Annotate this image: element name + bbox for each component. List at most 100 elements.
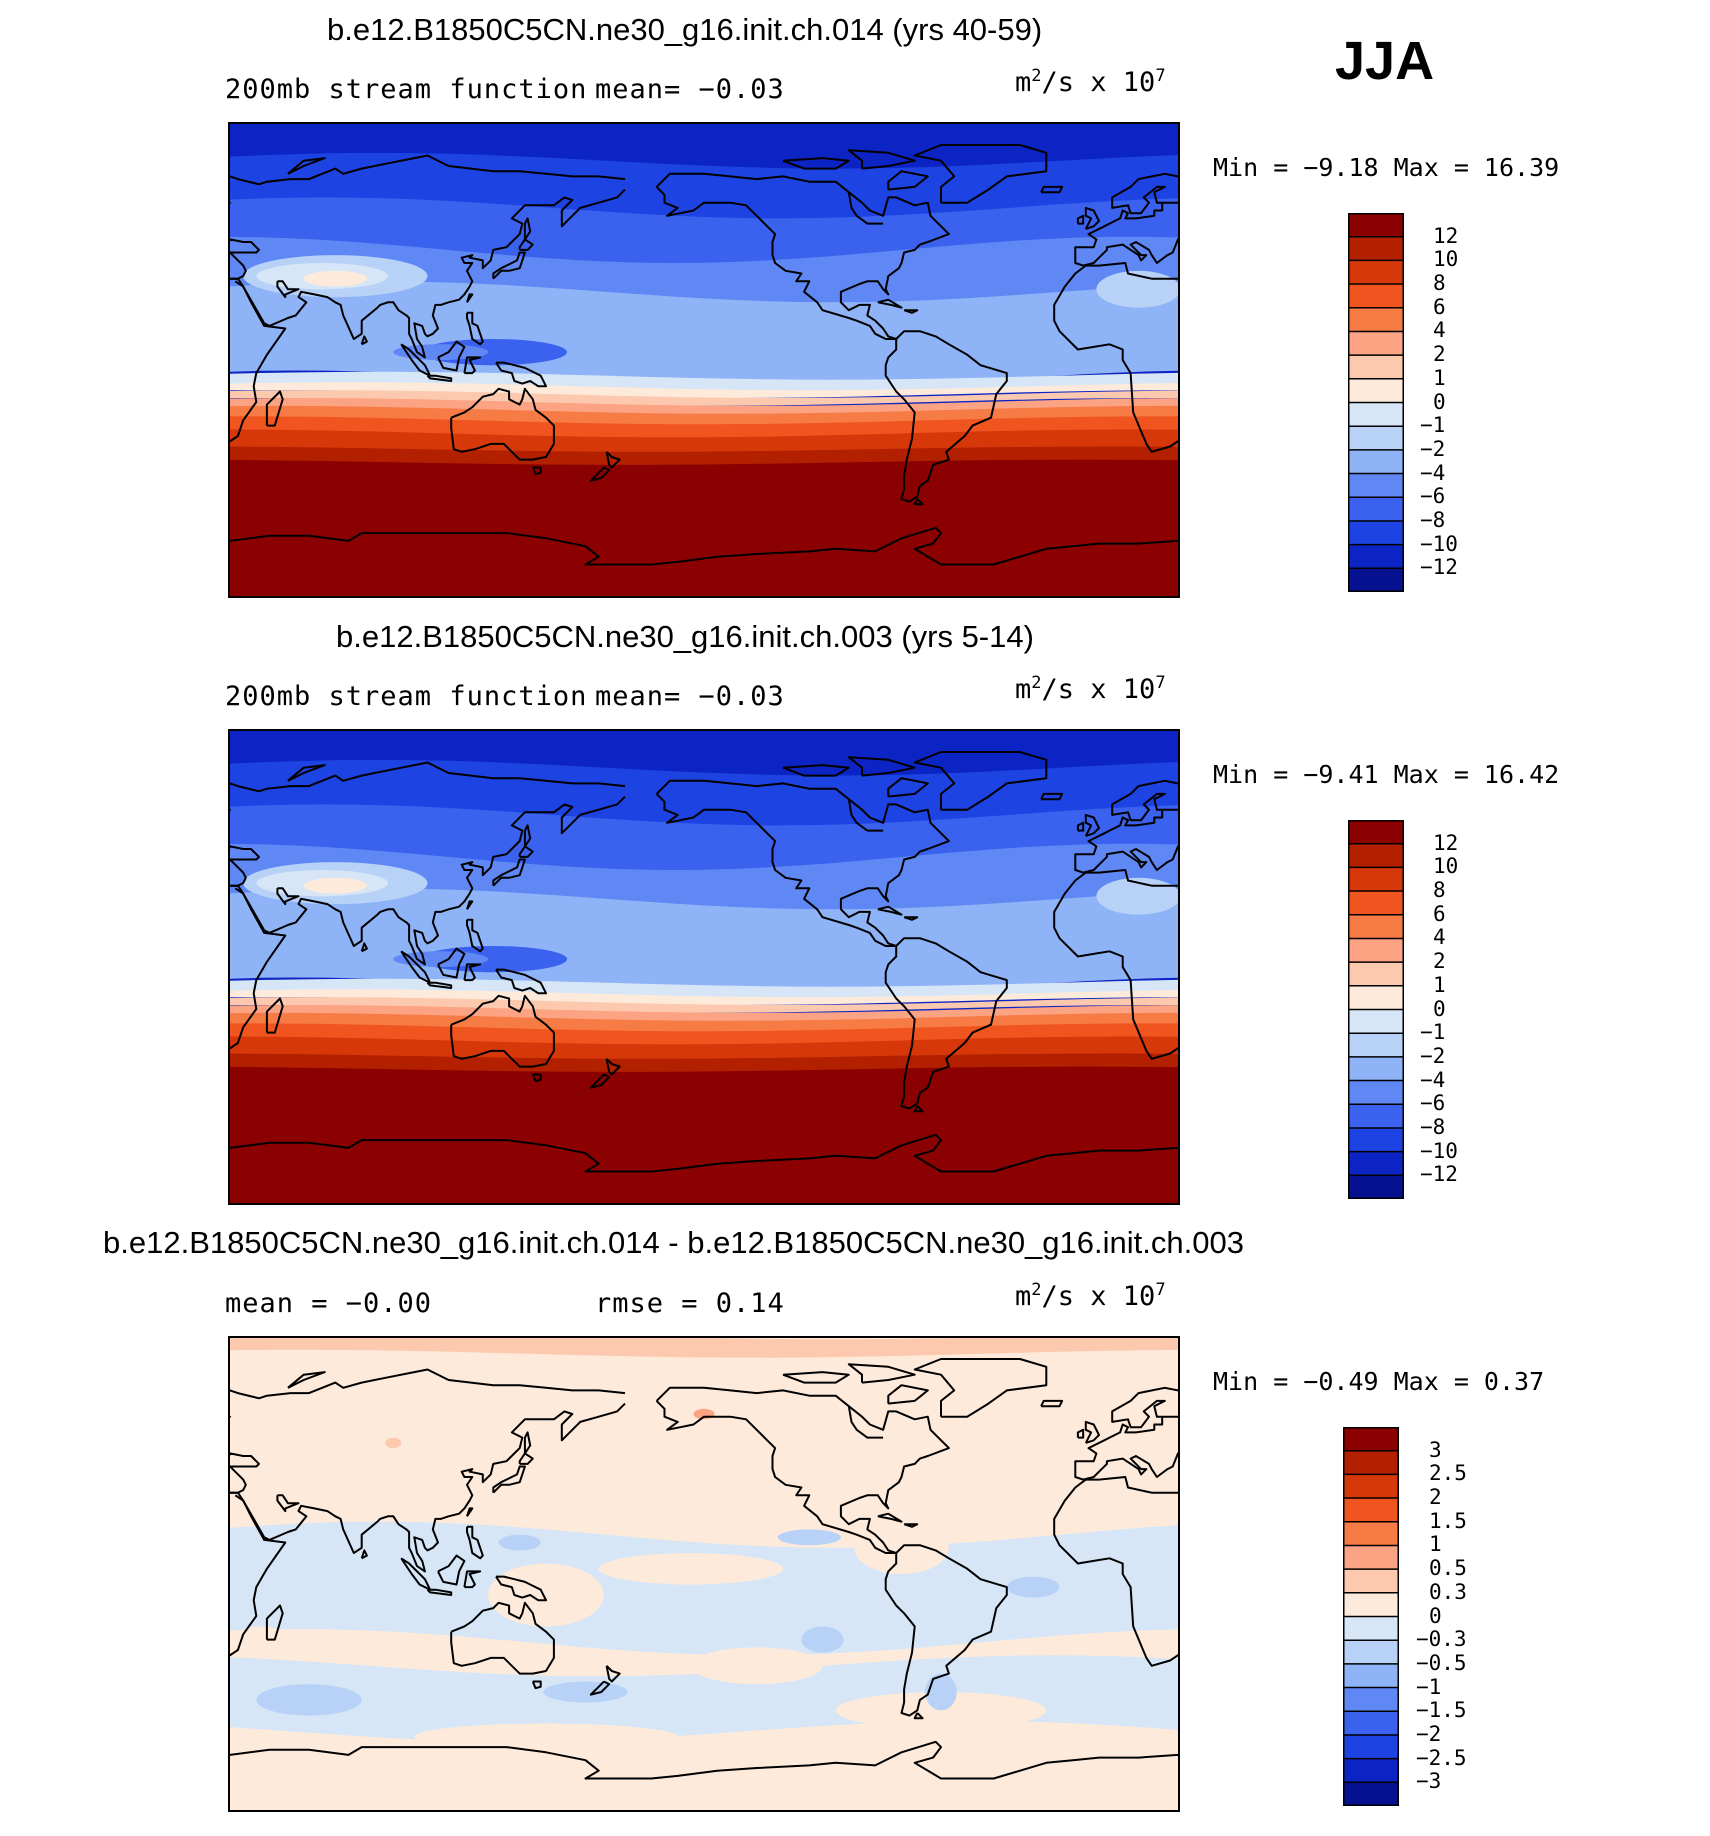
panel3-title: b.e12.B1850C5CN.ne30_g16.init.ch.014 - b… [103, 1225, 1244, 1260]
colorbar-label: −1 [1420, 413, 1446, 438]
colorbar-swatch [1348, 962, 1404, 987]
colorbar-swatch [1343, 1734, 1399, 1760]
colorbar-swatch [1343, 1758, 1399, 1783]
colorbar-swatch [1348, 1104, 1404, 1129]
colorbar-label: 12 [1433, 830, 1459, 855]
colorbar-swatch [1348, 213, 1404, 238]
colorbar-label: 2 [1429, 1485, 1442, 1510]
colorbar-swatch [1343, 1498, 1399, 1523]
panel1-title: b.e12.B1850C5CN.ne30_g16.init.ch.014 (yr… [327, 12, 1043, 47]
coastlines [230, 1358, 1178, 1780]
colorbar-swatch [1348, 378, 1404, 403]
colorbar-label: 0 [1433, 389, 1446, 414]
colorbar-label: −1 [1420, 1020, 1446, 1045]
colorbar-label: 10 [1433, 247, 1459, 272]
panel2-minmax: Min = −9.41 Max = 16.42 [1213, 760, 1560, 789]
panel1-variable-label: 200mb stream function [225, 74, 588, 105]
panel1-units-label: m2/s x 107 [1015, 66, 1166, 98]
colorbar-swatch [1348, 520, 1404, 546]
contour-fill [230, 124, 1178, 596]
panel3-mean-label: mean = −0.00 [225, 1288, 433, 1319]
colorbar-label: 12 [1433, 223, 1459, 248]
colorbar-swatch [1348, 914, 1404, 939]
colorbar-label: −0.5 [1416, 1650, 1467, 1675]
colorbar-swatch [1348, 1151, 1404, 1176]
colorbar-label: −4 [1420, 460, 1446, 485]
panel3-map [228, 1336, 1180, 1812]
colorbar-swatch [1348, 355, 1404, 380]
colorbar-label: −2 [1420, 1043, 1446, 1068]
colorbar-swatch [1348, 449, 1404, 474]
panel1-mean-label: mean= −0.03 [595, 74, 785, 105]
colorbar-label: 8 [1433, 271, 1446, 296]
panel2-mean-label: mean= −0.03 [595, 681, 785, 712]
colorbar-label: 10 [1433, 854, 1459, 879]
colorbar-label: −3 [1416, 1769, 1442, 1794]
panel2-variable-label: 200mb stream function [225, 681, 588, 712]
colorbar-swatch [1348, 1009, 1404, 1034]
panel3-map-svg [230, 1338, 1178, 1810]
colorbar-swatch [1343, 1474, 1399, 1499]
colorbar-swatch [1348, 260, 1404, 285]
contour-fill [230, 1338, 1178, 1810]
colorbar-swatch [1348, 1056, 1404, 1081]
colorbar-label: 0 [1433, 996, 1446, 1021]
colorbar-swatch [1348, 568, 1404, 592]
colorbar-swatch [1348, 938, 1404, 963]
colorbar-label: −10 [1420, 531, 1458, 556]
colorbar-swatch [1348, 284, 1404, 309]
panel2-map-svg [230, 731, 1178, 1203]
colorbar-label: −2.5 [1416, 1745, 1467, 1770]
colorbar-swatch [1348, 891, 1404, 916]
colorbar-label: −6 [1420, 1091, 1446, 1116]
colorbar-label: −12 [1420, 555, 1458, 580]
colorbar-label: −2 [1416, 1721, 1442, 1746]
colorbar-label: 6 [1433, 901, 1446, 926]
coastlines [230, 751, 1178, 1173]
colorbar-swatch [1348, 236, 1404, 261]
colorbar-label: −8 [1420, 507, 1446, 532]
colorbar-label: 6 [1433, 294, 1446, 319]
colorbar-swatch [1348, 820, 1404, 845]
colorbar-label: 3 [1429, 1437, 1442, 1462]
colorbar-label: 4 [1433, 318, 1446, 343]
colorbar-swatch [1348, 331, 1404, 356]
colorbar-label: 1 [1429, 1532, 1442, 1557]
colorbar-swatch [1343, 1687, 1399, 1712]
colorbar-swatch [1343, 1521, 1399, 1546]
panel2-map [228, 729, 1180, 1205]
colorbar-swatch [1343, 1640, 1399, 1665]
colorbar-swatch [1343, 1545, 1399, 1570]
colorbar-swatch [1348, 426, 1404, 451]
colorbar-swatch [1343, 1663, 1399, 1688]
colorbar-label: 4 [1433, 925, 1446, 950]
colorbar-label: 2.5 [1429, 1461, 1467, 1486]
colorbar-label: −1 [1416, 1674, 1442, 1699]
colorbar-label: −2 [1420, 436, 1446, 461]
colorbar-label: 1 [1433, 972, 1446, 997]
colorbar-label: 8 [1433, 878, 1446, 903]
colorbar-label: 2 [1433, 949, 1446, 974]
colorbar-label: 0.3 [1429, 1579, 1467, 1604]
colorbar-label: 1 [1433, 365, 1446, 390]
colorbar-swatch [1348, 1080, 1404, 1105]
panel1-colorbar [1348, 213, 1404, 592]
colorbar-swatch [1343, 1782, 1399, 1806]
colorbar-label: −1.5 [1416, 1698, 1467, 1723]
contour-fill [230, 731, 1178, 1203]
panel2-units-label: m2/s x 107 [1015, 673, 1166, 705]
colorbar-swatch [1343, 1711, 1399, 1736]
panel3-minmax: Min = −0.49 Max = 0.37 [1213, 1367, 1545, 1396]
colorbar-label: −10 [1420, 1138, 1458, 1163]
panel3-rmse-label: rmse = 0.14 [595, 1288, 785, 1319]
colorbar-swatch [1348, 985, 1404, 1010]
colorbar-swatch [1348, 402, 1404, 427]
colorbar-swatch [1348, 843, 1404, 868]
colorbar-label: 0.5 [1429, 1556, 1467, 1581]
colorbar-swatch [1348, 1033, 1404, 1058]
colorbar-label: 1.5 [1429, 1508, 1467, 1533]
panel3-colorbar [1343, 1427, 1399, 1806]
panel3-units-label: m2/s x 107 [1015, 1280, 1166, 1312]
colorbar-label: −0.3 [1416, 1627, 1467, 1652]
panel1-minmax: Min = −9.18 Max = 16.39 [1213, 153, 1560, 182]
